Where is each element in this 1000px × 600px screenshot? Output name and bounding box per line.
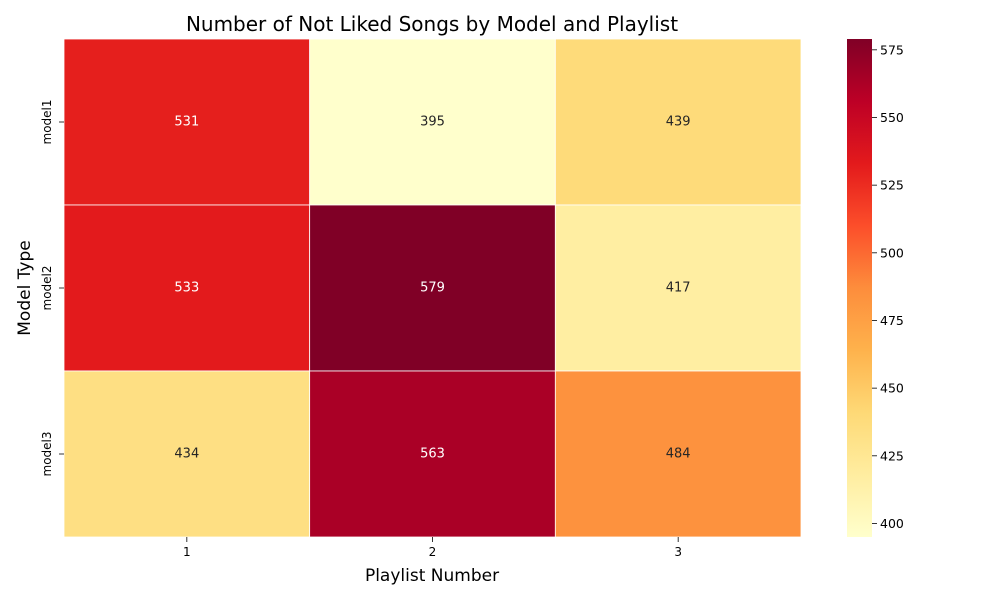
colorbar xyxy=(847,39,872,537)
heatmap-cell xyxy=(63,370,311,538)
colorbar-tick-label: 475 xyxy=(880,313,904,328)
heatmap-cells xyxy=(63,38,802,538)
x-tick-label: 1 xyxy=(183,545,191,559)
colorbar-tick-label: 400 xyxy=(880,516,904,531)
y-tick-label: model3 xyxy=(40,432,54,477)
colorbar-tick-label: 550 xyxy=(880,110,904,125)
colorbar-ticks: 400 425 450 475 500 525 550 575 xyxy=(872,42,904,531)
colorbar-tick-label: 525 xyxy=(880,178,904,193)
colorbar-tick-label: 425 xyxy=(880,448,904,463)
x-axis-label: Playlist Number xyxy=(365,566,499,586)
heatmap-cell xyxy=(554,38,802,206)
cell-value-label: 563 xyxy=(420,447,445,462)
colorbar-tick-label: 575 xyxy=(880,42,904,57)
cell-value-label: 533 xyxy=(174,281,199,296)
cell-value-label: 484 xyxy=(666,447,691,462)
cell-value-label: 395 xyxy=(420,115,445,130)
heatmap-cell xyxy=(554,204,802,372)
cell-value-label: 417 xyxy=(666,281,691,296)
y-tick-label: model1 xyxy=(40,100,54,145)
x-tick-label: 3 xyxy=(674,545,682,559)
colorbar-tick-label: 500 xyxy=(880,245,904,260)
y-axis-label: Model Type xyxy=(15,240,35,336)
heatmap-cell-labels: 531 395 439 533 579 417 434 563 484 xyxy=(174,115,690,462)
cell-value-label: 434 xyxy=(174,447,199,462)
heatmap-cell xyxy=(309,370,556,538)
y-tick-label: model2 xyxy=(40,266,54,311)
cell-value-label: 579 xyxy=(420,281,445,296)
chart-title: Number of Not Liked Songs by Model and P… xyxy=(186,12,678,36)
heatmap-cell xyxy=(309,38,556,206)
heatmap-cell xyxy=(63,204,311,372)
cell-value-label: 439 xyxy=(666,115,691,130)
colorbar-tick-label: 450 xyxy=(880,381,904,396)
heatmap-cell xyxy=(309,204,556,372)
y-axis-ticks: model1 model2 model3 xyxy=(40,100,64,477)
x-tick-label: 2 xyxy=(429,545,437,559)
heatmap-cell xyxy=(63,38,311,206)
cell-value-label: 531 xyxy=(174,115,199,130)
x-axis-ticks: 1 2 3 xyxy=(183,537,682,559)
